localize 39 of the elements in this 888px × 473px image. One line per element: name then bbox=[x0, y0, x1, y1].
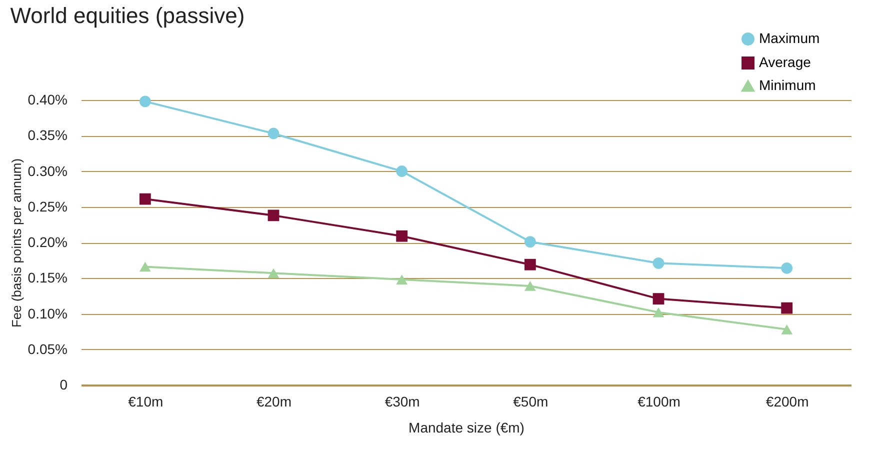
point bbox=[268, 128, 280, 140]
point bbox=[268, 268, 280, 278]
point bbox=[524, 236, 536, 248]
point bbox=[652, 293, 664, 304]
point bbox=[652, 257, 664, 269]
y-tick-label: 0.35% bbox=[28, 127, 68, 144]
x-tick-label: €100m bbox=[638, 394, 680, 410]
x-axis-title: Mandate size (€m) bbox=[408, 420, 524, 436]
point bbox=[524, 281, 536, 291]
y-tick-label: 0.10% bbox=[28, 305, 68, 322]
chart-title: World equities (passive) bbox=[10, 3, 245, 28]
legend-label: Maximum bbox=[759, 30, 820, 46]
point bbox=[781, 324, 793, 334]
y-axis-title: Fee (basis points per annum) bbox=[8, 158, 24, 328]
y-tick-label: 0.40% bbox=[28, 92, 68, 108]
point bbox=[396, 166, 408, 177]
point bbox=[524, 258, 536, 270]
x-tick-label: €10m bbox=[128, 394, 164, 410]
y-tick-label: 0.05% bbox=[28, 340, 68, 357]
point bbox=[268, 210, 280, 222]
point bbox=[139, 262, 151, 272]
y-tick-label: 0.15% bbox=[28, 270, 68, 286]
point bbox=[396, 274, 408, 284]
point bbox=[781, 302, 793, 314]
x-tick-label: €200m bbox=[766, 394, 809, 410]
legend-label: Average bbox=[759, 54, 812, 70]
y-tick-label: 0.30% bbox=[28, 162, 68, 179]
x-tick-label: €50m bbox=[513, 394, 548, 410]
point bbox=[396, 230, 408, 242]
point bbox=[652, 307, 664, 318]
point bbox=[139, 96, 151, 108]
point bbox=[781, 262, 793, 274]
legend-label: Minimum bbox=[759, 77, 816, 93]
y-tick-label: 0.20% bbox=[28, 234, 68, 250]
y-tick-label: 0.25% bbox=[28, 198, 68, 214]
x-tick-label: €20m bbox=[256, 394, 292, 410]
y-tick-label: 0 bbox=[60, 376, 68, 392]
x-tick-label: €30m bbox=[384, 394, 420, 410]
point bbox=[139, 193, 151, 205]
